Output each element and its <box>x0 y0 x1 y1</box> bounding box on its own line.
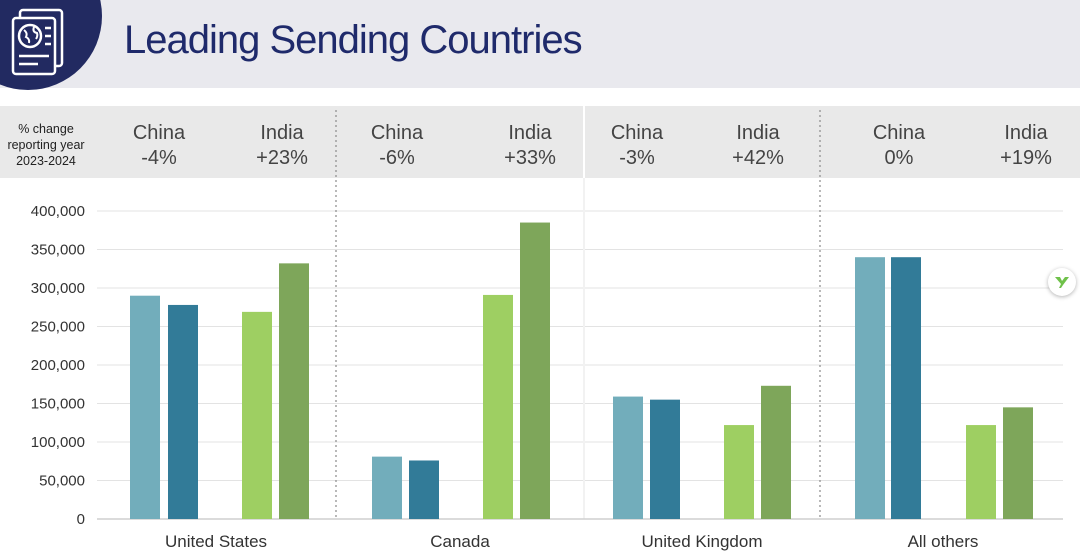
change-value: -3% <box>619 147 655 169</box>
change-country: China <box>132 122 186 144</box>
y-tick-label: 200,000 <box>31 357 85 374</box>
x-category-label: Canada <box>430 532 490 551</box>
change-value: +19% <box>1000 147 1052 169</box>
bar <box>130 295 160 519</box>
percent-change-label-line: 2023-2024 <box>16 154 76 168</box>
y-logo-icon <box>1055 277 1069 288</box>
bar <box>855 257 885 519</box>
title-bar: Leading Sending Countries <box>0 0 1080 90</box>
change-value: +33% <box>504 147 556 169</box>
x-category-label: United Kingdom <box>642 532 763 551</box>
india-change-canada: India +33% <box>480 121 580 171</box>
y-tick-label: 400,000 <box>31 203 85 220</box>
change-header-band <box>0 106 1080 178</box>
bar <box>966 425 996 519</box>
x-category-label: All others <box>908 532 979 551</box>
india-change-uk: India +42% <box>708 121 808 171</box>
y-tick-label: 300,000 <box>31 280 85 297</box>
china-change-canada: China -6% <box>347 121 447 171</box>
change-value: +23% <box>256 147 308 169</box>
bar <box>242 311 272 519</box>
bar <box>372 456 402 519</box>
page-title: Leading Sending Countries <box>124 18 583 62</box>
india-change-us: India +23% <box>232 121 332 171</box>
bar <box>650 399 680 519</box>
bar <box>520 222 550 520</box>
bar <box>483 294 513 519</box>
change-country: India <box>260 122 304 144</box>
china-change-us: China -4% <box>109 121 209 171</box>
change-value: 0% <box>884 147 914 169</box>
y-tick-label: 350,000 <box>31 242 85 259</box>
bar <box>279 263 309 519</box>
bar <box>409 460 439 519</box>
change-value: +42% <box>732 147 784 169</box>
bar <box>724 425 754 519</box>
y-tick-label: 250,000 <box>31 319 85 336</box>
percent-change-label: % change reporting year 2023-2024 <box>0 121 92 169</box>
change-value: -6% <box>379 147 415 169</box>
bar <box>891 257 921 519</box>
y-tick-label: 50,000 <box>39 473 85 490</box>
china-change-all-others: China 0% <box>849 121 949 171</box>
bar <box>1003 407 1033 519</box>
china-change-uk: China -3% <box>587 121 687 171</box>
change-country: India <box>508 122 552 144</box>
y-tick-label: 0 <box>77 511 85 528</box>
y-tick-label: 150,000 <box>31 396 85 413</box>
change-country: India <box>736 122 780 144</box>
percent-change-label-line: reporting year <box>7 138 85 152</box>
bar <box>168 304 198 519</box>
bar <box>761 385 791 519</box>
change-country: China <box>370 122 424 144</box>
change-country: China <box>872 122 926 144</box>
bar <box>613 396 643 519</box>
x-category-label: United States <box>165 532 267 551</box>
india-change-all-others: India +19% <box>976 121 1076 171</box>
change-country: China <box>610 122 664 144</box>
y-tick-label: 100,000 <box>31 434 85 451</box>
floating-logo-button[interactable] <box>1048 268 1076 296</box>
change-value: -4% <box>141 147 177 169</box>
percent-change-label-line: % change <box>18 122 74 136</box>
change-country: India <box>1004 122 1048 144</box>
report-globe-icon <box>11 8 64 76</box>
